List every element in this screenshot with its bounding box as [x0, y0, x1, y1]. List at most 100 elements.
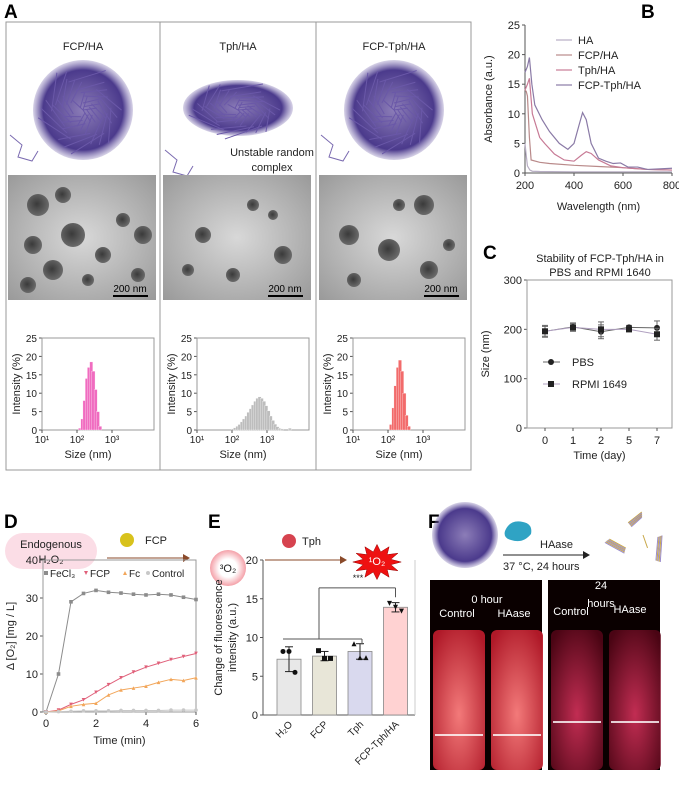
polymer-strand	[213, 89, 222, 109]
histogram-bar	[98, 426, 102, 431]
data-point	[169, 593, 173, 597]
legend-marker	[44, 571, 48, 575]
data-point	[626, 326, 632, 333]
y-tick-label: 5	[252, 671, 258, 683]
data-point	[280, 648, 286, 654]
x-axis-label: Time (min)	[93, 735, 145, 747]
polymer-strand	[237, 101, 243, 111]
y-tick-label: 5	[514, 138, 520, 150]
y-axis-label: Size (nm)	[480, 330, 492, 377]
data-point	[181, 678, 186, 683]
nanoparticle	[182, 264, 194, 276]
polymer-strand	[97, 94, 118, 118]
data-point	[598, 326, 604, 333]
polymer-strand	[79, 92, 86, 108]
degraded-fragment	[629, 514, 643, 526]
legend-label: Fc	[129, 569, 140, 580]
polymer-strand	[191, 108, 220, 127]
data-point	[106, 693, 111, 697]
y-tick-label: 0	[516, 423, 522, 435]
histogram-bar	[93, 389, 98, 431]
data-point	[357, 655, 363, 661]
y-tick-label: 20	[26, 631, 38, 643]
polymer-strand	[356, 99, 377, 127]
data-point	[94, 709, 98, 713]
polymer-strand	[231, 111, 241, 121]
polymer-strand	[58, 132, 91, 141]
data-point	[144, 665, 148, 669]
photo1-left-label: Control	[439, 608, 474, 620]
polymer-strand	[188, 114, 225, 131]
strand-inset	[9, 134, 39, 162]
y-axis-label-line2: intensity (a.u.)	[227, 603, 239, 672]
polymer-strand	[82, 107, 97, 111]
polymer-strand	[402, 103, 418, 119]
y-tick-label: 10	[26, 669, 38, 681]
nanoparticle	[82, 274, 94, 286]
scheme-source-line1: Endogenous	[20, 539, 82, 551]
polymer-strand	[234, 112, 245, 124]
y-tick-label: 15	[26, 371, 38, 382]
haase-enzyme-icon	[504, 521, 532, 542]
polymer-strand	[390, 114, 400, 132]
x-tick-label: 200	[516, 180, 534, 192]
data-point	[56, 672, 61, 676]
panel-a-frame	[5, 21, 472, 471]
polymer-strand	[65, 79, 76, 105]
data-point	[119, 676, 123, 680]
legend-marker	[84, 571, 88, 575]
nanoparticle	[27, 194, 49, 216]
nanoparticle	[131, 268, 145, 282]
data-point	[328, 655, 333, 661]
data-point	[81, 591, 86, 596]
panel-f	[430, 502, 663, 770]
degraded-fragment	[630, 516, 643, 528]
y-axis-label: Intensity (%)	[11, 353, 23, 414]
scheme-reactant: ³O₂	[220, 563, 237, 575]
polymer-strand	[56, 98, 72, 119]
x-tick-label: 0	[542, 435, 548, 447]
polymer-strand	[393, 109, 402, 123]
polymer-strand	[70, 132, 105, 155]
x-axis-label: Size (nm)	[219, 449, 266, 461]
histogram-bar	[407, 426, 411, 431]
y-axis-label: Absorbance (a.u.)	[483, 55, 495, 142]
y-tick-label: 0	[514, 168, 520, 180]
polymer-strand	[223, 91, 238, 106]
polymer-strand	[215, 118, 241, 123]
nanoparticle	[274, 246, 292, 264]
y-tick-label: 25	[337, 334, 349, 345]
degraded-fragment	[604, 541, 625, 554]
data-point	[69, 704, 73, 709]
y-axis-label: Intensity (%)	[322, 353, 334, 414]
data-point	[106, 590, 111, 595]
y-tick-label: 0	[252, 710, 258, 722]
data-point	[316, 648, 321, 654]
arrow-head-icon	[583, 551, 590, 559]
data-point	[169, 657, 173, 662]
chart-title-line2: PBS and RPMI 1640	[549, 267, 651, 279]
y-tick-label: 25	[26, 334, 38, 345]
series-line	[45, 589, 197, 713]
polymer-strand	[95, 89, 122, 111]
photo2-right-label: HAase	[613, 604, 646, 616]
degraded-fragment	[629, 513, 643, 525]
vial	[609, 630, 661, 770]
scale-bar-label: 200 nm	[268, 284, 301, 295]
panel-label-f: F	[428, 512, 440, 533]
series-line	[524, 78, 673, 171]
polymer-strand	[252, 95, 281, 111]
polymer-strand	[216, 100, 228, 114]
column-title: FCP-Tph/HA	[363, 41, 427, 53]
y-tick-label: 25	[181, 334, 193, 345]
polymer-strand	[76, 112, 86, 127]
legend-label: FCP/HA	[578, 50, 619, 62]
polymer-strand	[408, 100, 424, 124]
data-point	[69, 702, 73, 707]
polymer-strand	[70, 81, 83, 104]
y-tick-label: 15	[337, 371, 349, 382]
nanoparticle	[339, 225, 359, 245]
data-point	[106, 709, 111, 713]
polymer-strand	[399, 106, 413, 122]
nanoparticle	[95, 247, 111, 263]
